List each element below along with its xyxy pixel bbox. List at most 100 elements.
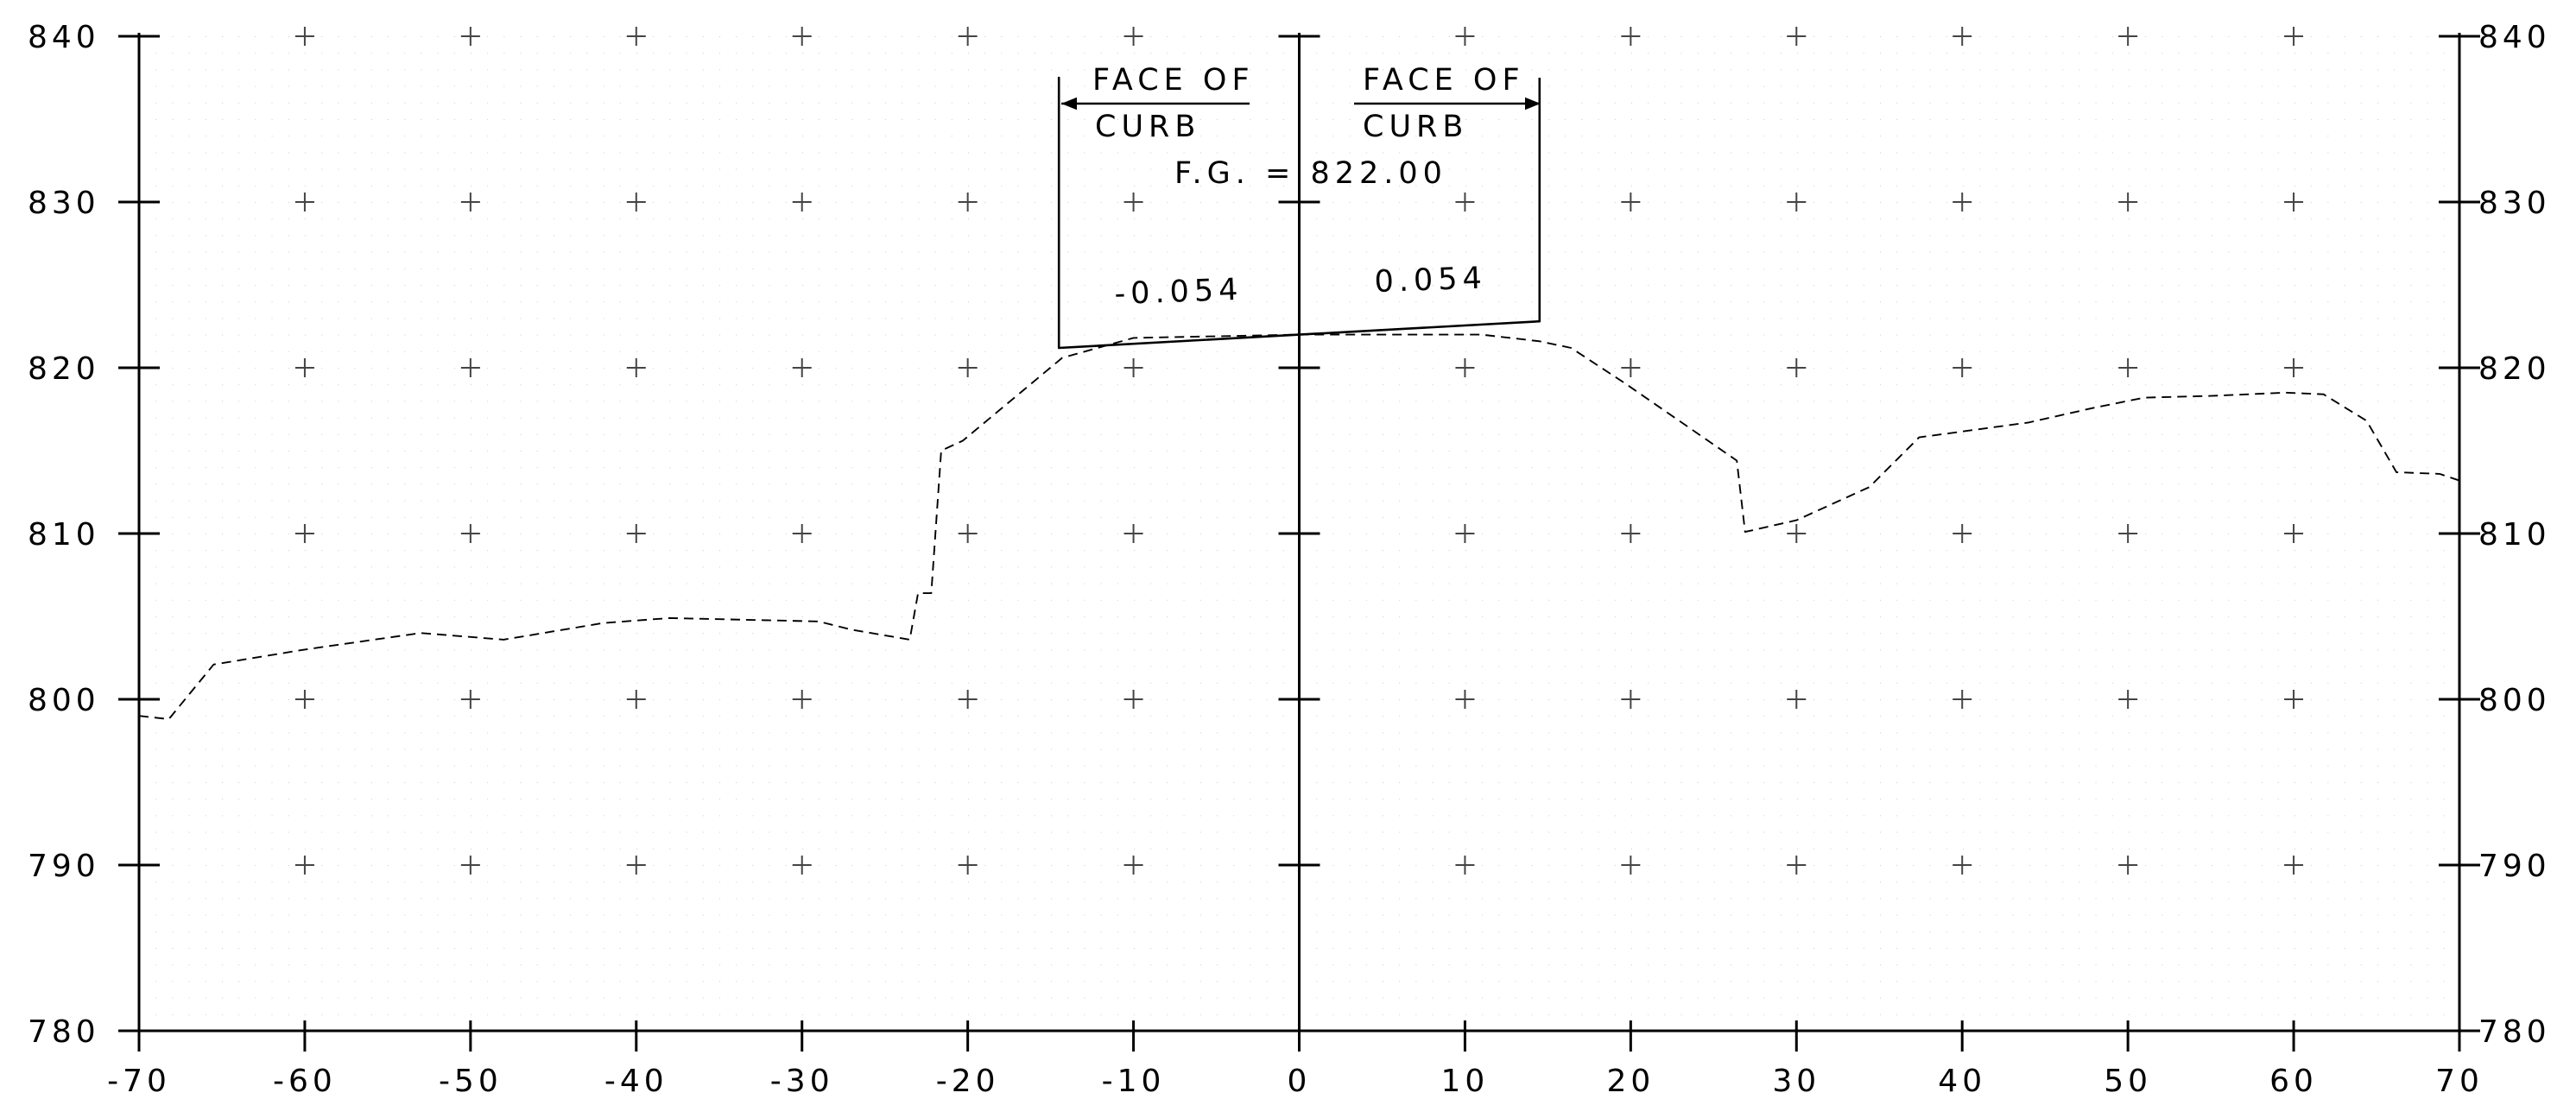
annotations: FACE OF CURB FACE OF CURB F.G. = 822.00 … <box>1061 63 1541 312</box>
grid-cross <box>792 856 812 875</box>
grid-cross <box>1621 690 1641 709</box>
grid-cross <box>1123 856 1143 875</box>
grid-cross <box>2118 856 2138 875</box>
grid-cross <box>1123 690 1143 709</box>
x-tick-label: -30 <box>770 1064 834 1099</box>
grid-cross <box>1953 856 1972 875</box>
grid-cross <box>1123 193 1143 212</box>
grid-cross <box>460 856 480 875</box>
grid-cross <box>2118 27 2138 46</box>
grid-cross <box>2284 193 2304 212</box>
grid-cross <box>2284 27 2304 46</box>
x-tick-label: 0 <box>1288 1064 1312 1099</box>
x-tick-label: -10 <box>1102 1064 1166 1099</box>
grid-cross <box>294 193 314 212</box>
y-tick-label-left: 810 <box>28 517 100 553</box>
grid-cross <box>460 524 480 543</box>
grid-cross <box>2284 358 2304 377</box>
grid-cross <box>626 27 646 46</box>
x-tick-label: -60 <box>273 1064 337 1099</box>
y-tick-label-right: 790 <box>2478 849 2551 884</box>
grid-cross <box>1953 193 1972 212</box>
grid-cross <box>2118 524 2138 543</box>
grid-cross <box>1123 27 1143 46</box>
y-tick-label-right: 820 <box>2478 351 2551 387</box>
grid-cross <box>1621 193 1641 212</box>
grid-cross <box>294 27 314 46</box>
x-tick-label: -50 <box>439 1064 503 1099</box>
grid-cross <box>460 193 480 212</box>
y-tick-label-right: 800 <box>2478 683 2551 718</box>
x-tick-label: 10 <box>1441 1064 1490 1099</box>
y-tick-label-right: 840 <box>2478 20 2551 55</box>
right-slope-label: 0.054 <box>1374 261 1488 300</box>
x-tick-label: 70 <box>2435 1064 2484 1099</box>
grid-cross <box>2284 690 2304 709</box>
x-tick-label: -70 <box>107 1064 171 1099</box>
grid-cross <box>1621 856 1641 875</box>
x-tick-label: 50 <box>2104 1064 2152 1099</box>
y-tick-label-right: 780 <box>2478 1014 2551 1050</box>
grid-cross <box>626 193 646 212</box>
grid-cross <box>1455 358 1475 377</box>
grid-cross <box>792 358 812 377</box>
grid-cross <box>1787 690 1807 709</box>
grid-cross <box>1621 27 1641 46</box>
grid-cross <box>2284 856 2304 875</box>
grid-cross <box>2118 358 2138 377</box>
grid-cross <box>1455 27 1475 46</box>
y-tick-label-left: 790 <box>28 849 100 884</box>
grid-cross <box>294 358 314 377</box>
finish-grade-label: F.G. = 822.00 <box>1174 156 1447 191</box>
grid-cross <box>1787 358 1807 377</box>
grid-cross <box>1621 524 1641 543</box>
grid-cross <box>626 524 646 543</box>
face-of-curb-left-top-label: FACE OF <box>1092 63 1255 98</box>
tick-labels: 840 830 820 810 800 790 780 840 830 820 810 800 790 7… <box>28 20 2551 1099</box>
grid-cross <box>1455 193 1475 212</box>
x-tick-label: -20 <box>936 1064 1000 1099</box>
grid-cross <box>1953 524 1972 543</box>
grid-cross <box>1787 524 1807 543</box>
grid-cross <box>460 27 480 46</box>
existing-ground-profile-line <box>138 333 2460 720</box>
grid-cross <box>958 524 978 543</box>
grid-cross <box>2118 193 2138 212</box>
y-tick-label-left: 830 <box>28 186 100 221</box>
y-tick-label-left: 800 <box>28 683 100 718</box>
grid-cross <box>294 856 314 875</box>
y-tick-label-left: 840 <box>28 20 100 55</box>
x-tick-label: 40 <box>1938 1064 1986 1099</box>
grid-cross <box>1455 524 1475 543</box>
grid-cross <box>1455 856 1475 875</box>
grid-cross <box>1787 27 1807 46</box>
grid-cross <box>626 856 646 875</box>
grid-cross <box>1787 193 1807 212</box>
face-of-curb-left-bottom-label: CURB <box>1095 110 1200 144</box>
grid-cross <box>294 524 314 543</box>
grid-cross <box>1455 690 1475 709</box>
grid-cross <box>1953 358 1972 377</box>
y-tick-label-left: 780 <box>28 1014 100 1050</box>
grid-cross <box>1123 524 1143 543</box>
series-layer <box>138 76 2460 720</box>
axes <box>118 33 2480 1052</box>
x-tick-label: 60 <box>2269 1064 2318 1099</box>
face-of-curb-right-bottom-label: CURB <box>1363 110 1468 144</box>
grid-cross <box>792 27 812 46</box>
grid-cross <box>294 690 314 709</box>
grid-cross <box>2118 690 2138 709</box>
grid-cross <box>1123 358 1143 377</box>
x-tick-label: 20 <box>1606 1064 1655 1099</box>
y-tick-label-left: 820 <box>28 351 100 387</box>
grid-cross <box>792 690 812 709</box>
x-tick-label: -40 <box>604 1064 668 1099</box>
face-of-curb-right-top-label: FACE OF <box>1363 63 1525 98</box>
grid-cross <box>460 690 480 709</box>
grid-cross <box>1953 690 1972 709</box>
grid-cross <box>958 358 978 377</box>
grid-cross <box>1953 27 1972 46</box>
grid-cross <box>1621 358 1641 377</box>
